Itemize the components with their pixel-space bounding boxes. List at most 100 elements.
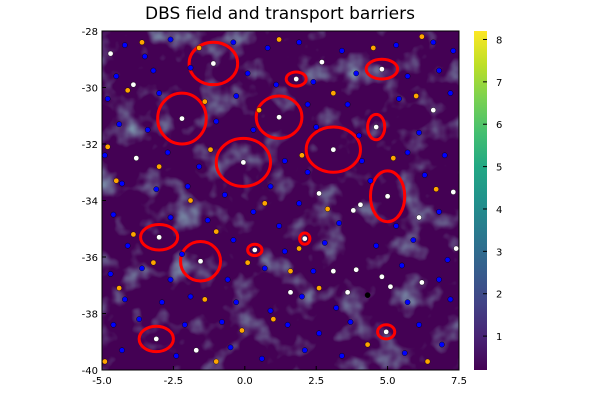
blue-marker-72 [436, 276, 442, 283]
blue-marker-34 [164, 149, 171, 156]
y-tick-label-4: -32 [82, 140, 98, 151]
blue-marker-49 [110, 211, 117, 218]
markers-layer [102, 33, 459, 365]
vortex-center-marker-17 [319, 59, 325, 65]
blue-marker-76 [233, 299, 240, 306]
orange-marker-10 [104, 144, 111, 150]
blue-marker-78 [299, 293, 305, 300]
blue-marker-7 [393, 42, 399, 48]
y-axis: -40 -38 -36 -34 -32 -30 -28 [82, 27, 106, 377]
blue-marker-48 [421, 172, 428, 178]
blue-marker-96 [401, 350, 408, 356]
blue-marker-93 [259, 355, 265, 362]
blue-marker-38 [359, 158, 365, 164]
blue-marker-57 [124, 242, 131, 249]
blue-marker-22 [304, 101, 311, 108]
blue-marker-64 [444, 257, 451, 263]
orange-marker-19 [433, 186, 439, 192]
colorbar-tick-label-4: 5 [496, 163, 502, 174]
blue-marker-44 [222, 192, 228, 198]
blue-marker-4 [264, 45, 271, 51]
colorbar-tick-label-3: 4 [496, 205, 502, 216]
blue-marker-27 [144, 127, 151, 133]
orange-marker-33 [213, 358, 220, 365]
blue-marker-40 [441, 152, 448, 159]
orange-marker-28 [316, 285, 322, 291]
orange-marker-12 [207, 146, 214, 153]
blue-marker-19 [104, 96, 111, 102]
blue-marker-92 [227, 344, 234, 351]
colorbar-tick-label-2: 3 [496, 247, 502, 258]
blue-marker-58 [179, 251, 185, 257]
blue-marker-30 [313, 124, 320, 130]
blue-marker-67 [167, 276, 174, 283]
y-tick-label-0: -40 [82, 366, 98, 377]
blue-marker-45 [267, 183, 274, 190]
blue-marker-36 [281, 158, 288, 164]
vortex-center-marker-5 [373, 124, 379, 130]
blue-marker-31 [356, 132, 362, 139]
vortex-center-marker-10 [197, 258, 204, 265]
barrier-contour-6 [304, 125, 362, 174]
barrier-contour-2 [364, 57, 400, 81]
orange-marker-25 [287, 268, 294, 274]
vortex-center-marker-33 [193, 347, 200, 354]
blue-marker-18 [436, 67, 442, 74]
vortex-center-marker-11 [251, 247, 258, 253]
orange-marker-1 [196, 45, 202, 51]
blue-marker-85 [219, 319, 225, 325]
blue-marker-28 [213, 118, 220, 125]
blue-marker-80 [404, 299, 411, 306]
blue-marker-83 [136, 316, 142, 322]
y-tick-label-5: -30 [82, 84, 98, 95]
orange-marker-6 [202, 98, 208, 105]
plot-area [102, 31, 459, 370]
blue-marker-82 [110, 321, 117, 328]
blue-marker-10 [113, 73, 120, 79]
y-tick-label-1: -38 [82, 310, 98, 321]
blue-marker-32 [416, 129, 422, 136]
x-tick-label-3: 2.5 [308, 376, 324, 387]
y-tick-label-3: -34 [82, 197, 98, 208]
barrier-contour-0 [187, 40, 240, 87]
blue-marker-16 [353, 70, 359, 77]
barriers-layer [137, 40, 407, 354]
barrier-contour-11 [246, 242, 264, 258]
blue-marker-39 [404, 149, 411, 156]
vortex-center-marker-20 [450, 189, 457, 195]
blue-marker-13 [244, 70, 251, 77]
blue-marker-25 [447, 90, 454, 96]
vortex-center-marker-15 [107, 50, 114, 57]
field-streaks [102, 31, 459, 370]
x-tick-label-4: 5.0 [380, 376, 396, 387]
x-tick-label-1: -2.5 [164, 376, 184, 387]
blue-marker-51 [204, 217, 211, 224]
orange-marker-34 [424, 358, 431, 365]
blue-marker-41 [119, 180, 125, 187]
blue-marker-90 [119, 347, 125, 354]
blue-marker-61 [321, 240, 328, 246]
vortex-center-marker-16 [130, 81, 137, 88]
x-tick-label-5: 7.5 [451, 376, 467, 387]
blue-marker-66 [139, 265, 145, 272]
colorbar-ticks: 1 2 3 4 5 6 7 8 [483, 35, 502, 343]
blue-marker-97 [439, 341, 445, 348]
orange-marker-14 [390, 155, 397, 161]
orange-marker-16 [187, 197, 194, 204]
vortex-center-marker-25 [453, 245, 459, 252]
barrier-contour-3 [156, 91, 208, 146]
vortex-center-marker-8 [384, 193, 391, 200]
vortex-center-marker-26 [330, 268, 337, 274]
colorbar-tick-label-6: 7 [496, 78, 502, 89]
blue-marker-20 [156, 90, 162, 96]
blue-marker-3 [230, 39, 237, 46]
blue-marker-84 [182, 321, 188, 328]
blue-marker-0 [122, 42, 128, 48]
vortex-center-marker-3 [179, 115, 185, 122]
colorbar-gradient [474, 31, 487, 370]
x-tick-label-2: 0.0 [237, 376, 253, 387]
vortex-center-marker-1 [293, 76, 300, 82]
vortex-center-marker-4 [276, 114, 282, 120]
blue-marker-35 [196, 163, 202, 170]
